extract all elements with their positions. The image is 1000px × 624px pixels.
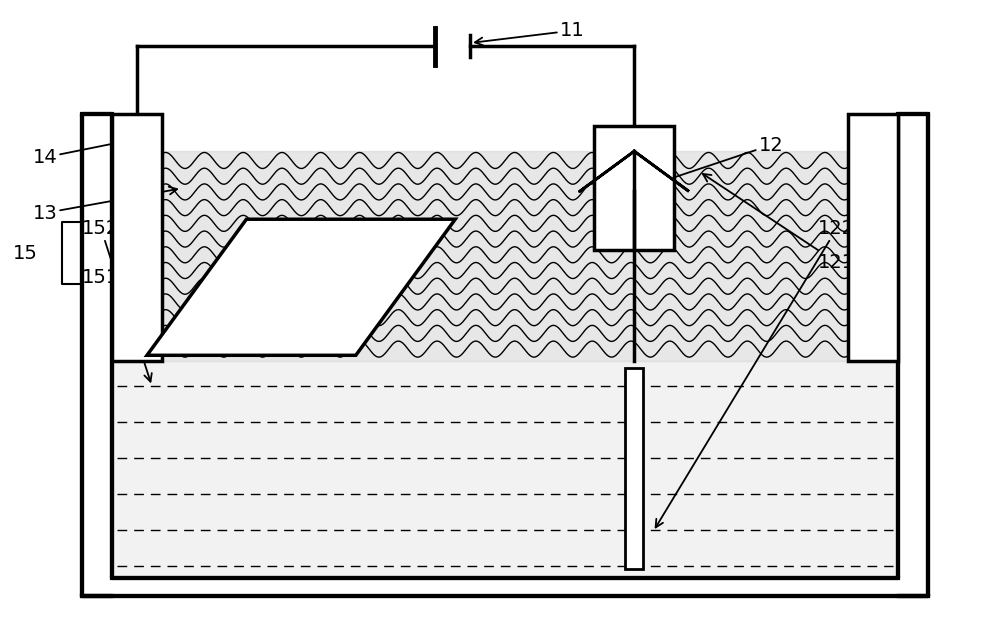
Bar <box>112 114 162 361</box>
Text: 122: 122 <box>656 219 855 527</box>
Text: 15: 15 <box>13 244 38 263</box>
Text: 12: 12 <box>609 135 783 200</box>
Bar <box>594 127 674 250</box>
Text: 151: 151 <box>82 229 149 288</box>
Bar <box>625 368 643 568</box>
Text: 13: 13 <box>33 187 177 223</box>
Bar <box>848 114 898 361</box>
Text: 121: 121 <box>703 174 855 272</box>
Bar <box>112 114 898 578</box>
Text: 152: 152 <box>82 219 152 382</box>
Text: 11: 11 <box>475 21 584 46</box>
Text: 14: 14 <box>33 137 132 167</box>
Polygon shape <box>147 219 455 355</box>
